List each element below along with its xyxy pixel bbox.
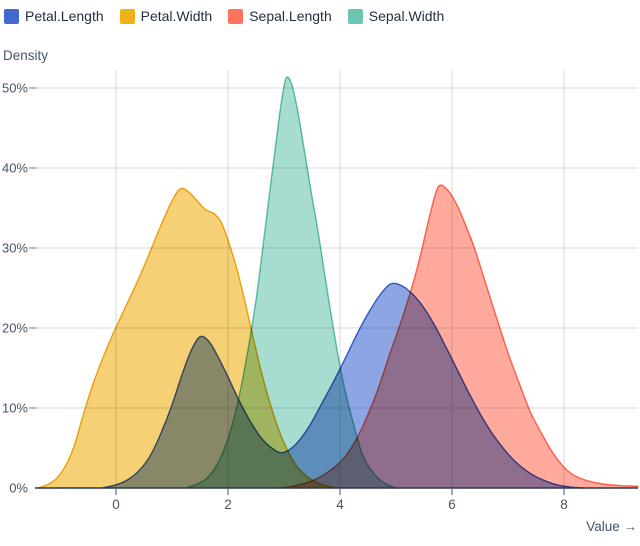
y-tick-label: 30% bbox=[2, 241, 28, 256]
axis-layer: 0% 10% 20% 30% 40% 50% 0 2 4 6 8 bbox=[2, 81, 638, 512]
legend-swatch-icon bbox=[119, 8, 135, 24]
x-axis-title: Value → bbox=[586, 519, 637, 534]
x-tick-label: 0 bbox=[112, 497, 120, 512]
y-tick-label: 10% bbox=[2, 401, 28, 416]
line-Sepal.Width bbox=[185, 76, 397, 489]
legend-item-Petal.Width[interactable]: Petal.Width bbox=[119, 7, 213, 25]
line-Petal.Width bbox=[37, 187, 338, 489]
legend-swatch-icon bbox=[4, 8, 19, 24]
x-tick-label: 2 bbox=[224, 497, 232, 512]
legend-label: Sepal.Length bbox=[249, 8, 332, 24]
legend-label: Petal.Length bbox=[25, 8, 104, 24]
area-Sepal.Length bbox=[278, 185, 638, 488]
y-axis-title: Density bbox=[3, 48, 48, 63]
y-tick-label: 40% bbox=[2, 161, 28, 176]
y-tick-label: 20% bbox=[2, 321, 28, 336]
legend-item-Petal.Length[interactable]: Petal.Length bbox=[4, 7, 104, 25]
chart-legend: Petal.Length Petal.Width Sepal.Length Sepal… bbox=[4, 7, 444, 25]
legend-label: Petal.Width bbox=[140, 8, 213, 24]
line-Petal.Length bbox=[101, 282, 585, 489]
legend-item-Sepal.Width[interactable]: Sepal.Width bbox=[347, 7, 445, 25]
x-tick-label: 4 bbox=[336, 497, 344, 512]
legend-label: Sepal.Width bbox=[368, 8, 445, 24]
x-tick-label: 6 bbox=[448, 497, 456, 512]
x-tick-label: 8 bbox=[560, 497, 568, 512]
y-tick-label: 50% bbox=[2, 81, 28, 96]
legend-item-Sepal.Length[interactable]: Sepal.Length bbox=[228, 7, 332, 25]
legend-swatch-icon bbox=[228, 8, 244, 24]
line-Sepal.Length bbox=[277, 184, 639, 489]
legend-swatch-icon bbox=[347, 8, 363, 24]
series-layer bbox=[37, 76, 639, 489]
y-tick-label: 0% bbox=[9, 481, 28, 496]
